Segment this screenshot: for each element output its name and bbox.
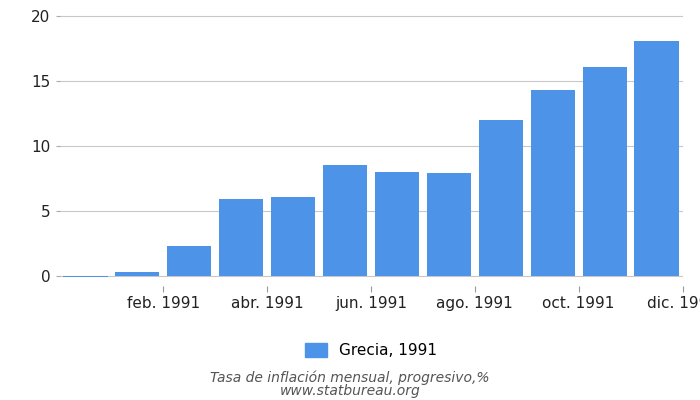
- Bar: [116, 272, 160, 276]
- Bar: [634, 41, 678, 276]
- Bar: [479, 120, 523, 276]
- Bar: [219, 199, 263, 276]
- Bar: [323, 166, 367, 276]
- Bar: [64, 276, 108, 277]
- Bar: [427, 173, 471, 276]
- Bar: [271, 196, 315, 276]
- Bar: [531, 90, 575, 276]
- Bar: [582, 67, 626, 276]
- Legend: Grecia, 1991: Grecia, 1991: [305, 343, 437, 358]
- Text: Tasa de inflación mensual, progresivo,%: Tasa de inflación mensual, progresivo,%: [210, 371, 490, 385]
- Bar: [375, 172, 419, 276]
- Text: www.statbureau.org: www.statbureau.org: [279, 384, 421, 398]
- Bar: [167, 246, 211, 276]
